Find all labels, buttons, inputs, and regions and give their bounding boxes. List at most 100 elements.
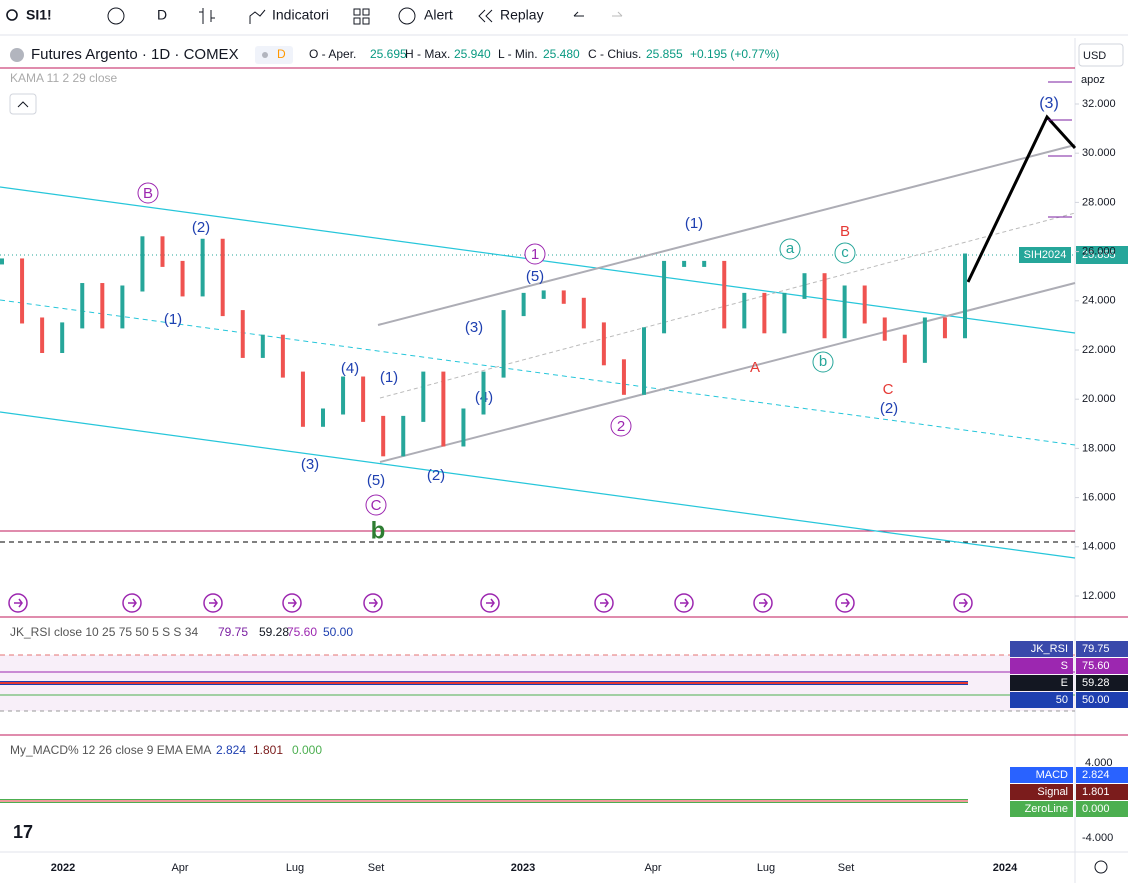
symbol[interactable]: SI1! xyxy=(26,7,52,23)
wave-label: (2) xyxy=(427,467,445,484)
price-bar xyxy=(762,292,767,334)
price-bar xyxy=(902,334,907,363)
time-tick-label: 2023 xyxy=(511,862,535,874)
settings-icon[interactable] xyxy=(1094,860,1108,874)
collapse[interactable] xyxy=(9,93,37,115)
wave-circle xyxy=(524,243,546,265)
symbol-logo xyxy=(10,48,24,62)
pane-tag-value: 75.60 xyxy=(1082,660,1110,672)
price-bar xyxy=(220,238,225,317)
price-bar xyxy=(421,371,426,422)
pane-tag-value: 0.000 xyxy=(1082,803,1110,815)
price-tick-label: 14.000 xyxy=(1082,541,1116,553)
replay-icon[interactable] xyxy=(478,9,493,23)
pane-tag xyxy=(1010,767,1073,783)
price-tick-label: 30.000 xyxy=(1082,147,1116,159)
pane-tag-name: E xyxy=(1061,677,1068,689)
wave-label: B xyxy=(840,223,850,240)
bars-icon[interactable] xyxy=(199,8,215,24)
wave-label: (1) xyxy=(380,369,398,386)
price-bar xyxy=(561,290,566,304)
price-bar xyxy=(601,322,606,366)
price-bar xyxy=(702,260,707,267)
ohlc-label: O - Aper. xyxy=(309,47,356,61)
pane-tag-name: 50 xyxy=(1056,694,1068,706)
price-tick-label: 20.000 xyxy=(1082,393,1116,405)
event-icon-arrow xyxy=(486,598,495,608)
price-bar xyxy=(441,371,446,447)
pane-tag-value: 79.75 xyxy=(1082,643,1110,655)
price-tick-label: 26.000 xyxy=(1082,246,1116,258)
undo[interactable] xyxy=(573,11,584,17)
ohlc-change: +0.195 (+0.77%) xyxy=(690,47,779,61)
event-icon-arrow xyxy=(128,598,137,608)
channel xyxy=(379,212,1076,399)
price-bar xyxy=(381,415,386,457)
rsi-title: JK_RSI close 10 25 75 50 5 S S 34 xyxy=(10,625,198,639)
replay[interactable]: Replay xyxy=(500,7,544,23)
rsi-value: 59.28 xyxy=(259,625,289,639)
price-bar xyxy=(100,283,105,329)
pane-tag xyxy=(1076,675,1128,691)
currency-box[interactable] xyxy=(1078,43,1124,67)
alert[interactable]: Alert xyxy=(424,7,453,23)
wave-circle xyxy=(610,415,632,437)
pane-tag-value: 2.824 xyxy=(1082,769,1110,781)
price-bar xyxy=(501,310,506,378)
price-tick-label: 12.000 xyxy=(1082,590,1116,602)
collapse-icon xyxy=(17,101,29,108)
price-bar xyxy=(882,317,887,341)
wave-circle xyxy=(137,182,159,204)
macd-value: 2.824 xyxy=(216,743,246,757)
wave-label: C xyxy=(883,381,894,398)
wave-label: (2) xyxy=(880,400,898,417)
ohlc-value: 25.480 xyxy=(543,47,580,61)
interval[interactable]: D xyxy=(157,7,167,23)
layout-icon[interactable] xyxy=(353,8,361,16)
price-tick-label: 24.000 xyxy=(1082,295,1116,307)
time-tick-label: Set xyxy=(368,862,385,874)
macd-axis: -4.000 xyxy=(1082,832,1113,844)
pane-tag-name: ZeroLine xyxy=(1025,803,1068,815)
price-bar xyxy=(461,408,466,447)
wave-label: b xyxy=(819,353,827,370)
scale-mode[interactable]: apoz xyxy=(1081,74,1105,86)
wave-label: A xyxy=(750,359,760,376)
price-tick-label: 28.000 xyxy=(1082,196,1116,208)
alert-icon[interactable] xyxy=(398,7,416,25)
add-icon[interactable] xyxy=(107,7,125,25)
price-bar xyxy=(60,322,65,353)
event-icon-arrow xyxy=(759,598,768,608)
price-bar xyxy=(160,236,165,267)
redo[interactable] xyxy=(612,11,623,17)
search-icon[interactable] xyxy=(6,9,18,21)
pane-tag xyxy=(1076,801,1128,817)
price-bar xyxy=(260,334,265,358)
price-bar xyxy=(842,285,847,339)
time-tick-label: 2022 xyxy=(51,862,75,874)
layout-icon xyxy=(362,17,370,25)
tv-logo: 17 xyxy=(13,822,33,842)
ohlc-label: H - Max. xyxy=(405,47,450,61)
event-icon-arrow xyxy=(14,598,23,608)
pane-tag xyxy=(1076,641,1128,657)
price-bar xyxy=(20,258,25,324)
price-bar xyxy=(862,285,867,324)
ind-icon[interactable] xyxy=(249,9,266,24)
indicators[interactable]: Indicatori xyxy=(272,7,329,23)
wave-label: (3) xyxy=(301,456,319,473)
wave-label: c xyxy=(841,244,849,261)
layout-icon xyxy=(362,8,370,16)
price-bar xyxy=(581,297,586,329)
price-bar xyxy=(742,292,747,329)
currency[interactable]: USD xyxy=(1083,50,1106,62)
rsi-value: 79.75 xyxy=(218,625,248,639)
time-tick-label: Apr xyxy=(171,862,188,874)
pane-tag xyxy=(1010,801,1073,817)
price-bar xyxy=(180,260,185,297)
channel xyxy=(377,144,1076,326)
pane-tag xyxy=(1076,784,1128,800)
pane-tag-name: JK_RSI xyxy=(1031,643,1068,655)
pane-tag-value: 59.28 xyxy=(1082,677,1110,689)
